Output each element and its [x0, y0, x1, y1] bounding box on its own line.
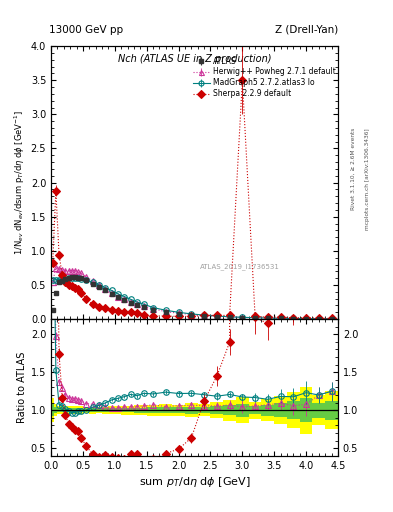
Text: Z (Drell-Yan): Z (Drell-Yan)	[275, 25, 338, 35]
Text: 13000 GeV pp: 13000 GeV pp	[50, 25, 123, 35]
Text: Nch (ATLAS UE in Z production): Nch (ATLAS UE in Z production)	[118, 54, 271, 65]
Text: mcplots.cern.ch [arXiv:1306.3436]: mcplots.cern.ch [arXiv:1306.3436]	[365, 128, 371, 230]
Text: Rivet 3.1.10, ≥ 2.6M events: Rivet 3.1.10, ≥ 2.6M events	[351, 128, 356, 210]
Y-axis label: 1/N$_{ev}$ dN$_{ev}$/dsum p$_T$/d$\eta$ d$\phi$ [GeV$^{-1}$]: 1/N$_{ev}$ dN$_{ev}$/dsum p$_T$/d$\eta$ …	[12, 110, 27, 255]
Y-axis label: Ratio to ATLAS: Ratio to ATLAS	[17, 352, 27, 423]
Legend: ATLAS, Herwig++ Powheg 2.7.1 default, MadGraph5 2.7.2.atlas3 lo, Sherpa 2.2.9 de: ATLAS, Herwig++ Powheg 2.7.1 default, Ma…	[191, 55, 337, 100]
Text: ATLAS_2019_I1736531: ATLAS_2019_I1736531	[200, 263, 280, 270]
X-axis label: sum $p_T$/d$\eta$ d$\phi$ [GeV]: sum $p_T$/d$\eta$ d$\phi$ [GeV]	[139, 475, 250, 489]
